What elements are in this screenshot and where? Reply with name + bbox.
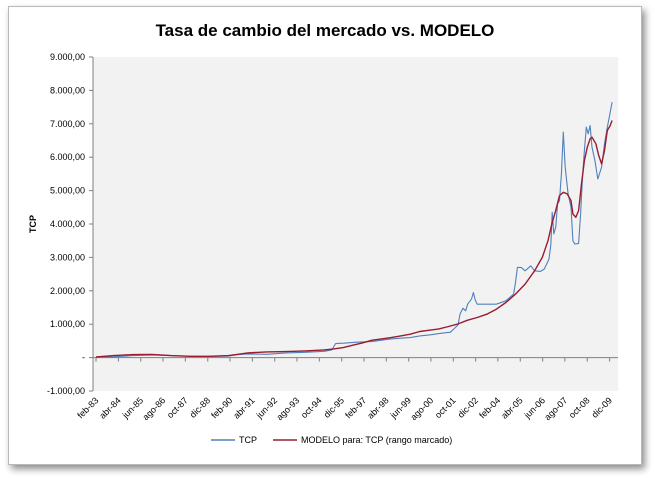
y-tick-label: 3.000,00 (50, 252, 85, 262)
x-tick-label: dic-09 (590, 395, 614, 419)
chart-frame: Tasa de cambio del mercado vs. MODELO -1… (8, 6, 642, 465)
y-tick-label: - (82, 353, 85, 363)
y-tick-label: 5.000,00 (50, 186, 85, 196)
y-axis-title: TCP (28, 215, 38, 233)
x-tick-label: feb-90 (209, 395, 234, 420)
y-tick-label: -1.000,00 (47, 386, 85, 396)
x-tick-label: feb-97 (343, 395, 368, 420)
x-tick-label: oct-94 (299, 395, 324, 420)
series-line-tcp (95, 101, 613, 358)
x-tick-label: abr-98 (365, 395, 390, 420)
x-tick-label: dic-95 (322, 395, 346, 419)
x-tick-label: ago-86 (141, 395, 168, 422)
x-tick-label: feb-04 (477, 395, 502, 420)
y-tick-label: 2.000,00 (50, 286, 85, 296)
x-tick-label: abr-05 (499, 395, 524, 420)
x-tick-label: abr-84 (97, 395, 122, 420)
chart-canvas: -1.000,00-1.000,002.000,003.000,004.000,… (28, 52, 618, 445)
y-tick-label: 1.000,00 (50, 319, 85, 329)
legend-label: TCP (239, 435, 257, 445)
y-tick-label: 4.000,00 (50, 219, 85, 229)
x-tick-label: dic-88 (188, 395, 212, 419)
x-tick-label: feb-83 (75, 395, 100, 420)
x-tick-label: ago-00 (408, 395, 435, 422)
chart-title: Tasa de cambio del mercado vs. MODELO (155, 21, 495, 40)
series-line-modelo (95, 120, 613, 358)
series-layer (95, 101, 613, 358)
legend: TCP MODELO para: TCP (rango marcado) (211, 435, 452, 445)
y-tick-label: 7.000,00 (50, 119, 85, 129)
x-tick-label: oct-87 (165, 395, 190, 420)
x-tick-label: ago-07 (542, 395, 569, 422)
x-tick-label: ago-93 (274, 395, 301, 422)
x-tick-label: abr-91 (231, 395, 256, 420)
y-axis-ticks: -1.000,00-1.000,002.000,003.000,004.000,… (47, 52, 93, 396)
y-tick-label: 8.000,00 (50, 85, 85, 95)
x-tick-label: oct-08 (567, 395, 592, 420)
y-tick-label: 6.000,00 (50, 152, 85, 162)
legend-label: MODELO para: TCP (rango marcado) (301, 435, 452, 445)
y-tick-label: 9.000,00 (50, 52, 85, 62)
x-tick-label: oct-01 (433, 395, 458, 420)
plot-area (93, 57, 618, 391)
x-tick-label: dic-02 (456, 395, 480, 419)
